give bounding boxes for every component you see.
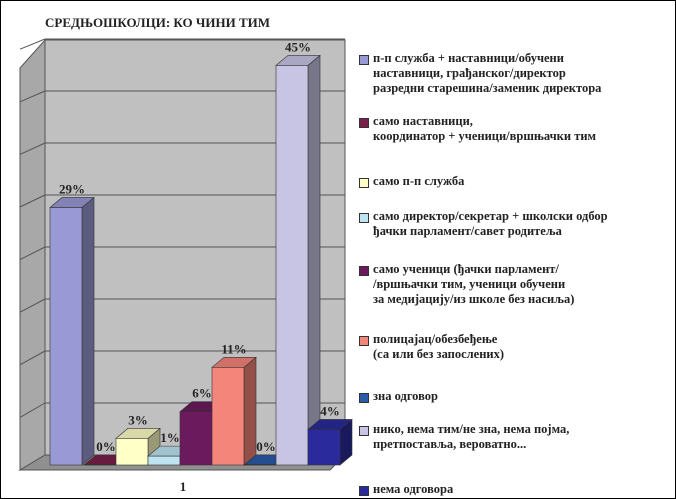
grid-line [19, 246, 46, 261]
chart-title: СРЕДЊОШКОЛЦИ: КО ЧИНИ ТИМ [45, 15, 270, 30]
legend-swatch [359, 266, 369, 276]
legend-label: само директор/секретар + школски одбор ђ… [373, 209, 608, 238]
data-label: 0% [96, 439, 116, 454]
grid-line [19, 350, 46, 366]
legend-swatch [359, 55, 369, 65]
grid-line [19, 194, 46, 208]
legend-label: п-п служба + наставници/обучени наставни… [373, 51, 602, 95]
legend-label: само наставници, координатор + ученици/в… [373, 114, 597, 143]
legend-swatch [359, 393, 369, 403]
bar [307, 429, 341, 466]
bar [49, 207, 83, 466]
bar [147, 455, 181, 466]
grid-line [19, 142, 46, 155]
legend-label: само п-п служба [373, 174, 465, 188]
legend-swatch [359, 426, 369, 436]
bar [275, 65, 309, 466]
bar [211, 367, 245, 466]
legend-label: само ученици (ђачки парламент/ /вршњачки… [373, 262, 575, 306]
legend-swatch [359, 486, 369, 496]
grid-line [19, 298, 46, 313]
legend-swatch [359, 336, 369, 346]
data-label: 1% [160, 430, 180, 445]
bar-side [243, 356, 257, 466]
grid-line [19, 402, 46, 418]
bar-side [81, 196, 95, 466]
legend-swatch [359, 178, 369, 188]
legend-swatch [359, 118, 369, 128]
bar [83, 464, 117, 466]
legend-label: зна одговор [373, 389, 438, 403]
legend-label: полицајац/обезбеђење (са или без запосле… [373, 332, 505, 361]
legend-label: нико, нема тим/не зна, нема појма, претп… [373, 422, 570, 451]
data-label: 3% [128, 412, 148, 427]
data-label: 11% [221, 341, 246, 356]
x-tick-label: 1 [180, 479, 187, 494]
bar [243, 464, 277, 466]
bar [179, 411, 213, 466]
grid-line [19, 38, 46, 50]
legend-label: нема одговора [373, 482, 454, 496]
data-label: 6% [192, 386, 212, 401]
data-label: 45% [285, 39, 311, 54]
bar-side [307, 54, 321, 466]
bar [115, 438, 149, 466]
legend-swatch [359, 213, 369, 223]
grid-line [19, 90, 46, 103]
data-label: 29% [59, 181, 85, 196]
data-label: 4% [320, 403, 340, 418]
data-label: 0% [256, 439, 276, 454]
